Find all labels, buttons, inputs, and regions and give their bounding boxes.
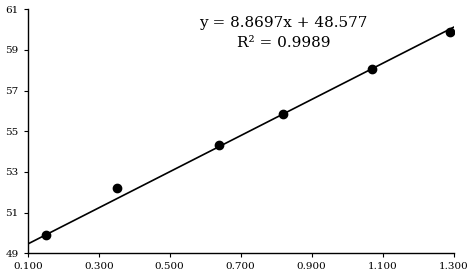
Text: y = 8.8697x + 48.577
R² = 0.9989: y = 8.8697x + 48.577 R² = 0.9989 — [199, 16, 367, 50]
Point — [368, 67, 376, 71]
Point — [113, 186, 120, 191]
Point — [42, 233, 49, 237]
Point — [280, 112, 287, 116]
Point — [446, 30, 454, 35]
Point — [216, 143, 223, 148]
